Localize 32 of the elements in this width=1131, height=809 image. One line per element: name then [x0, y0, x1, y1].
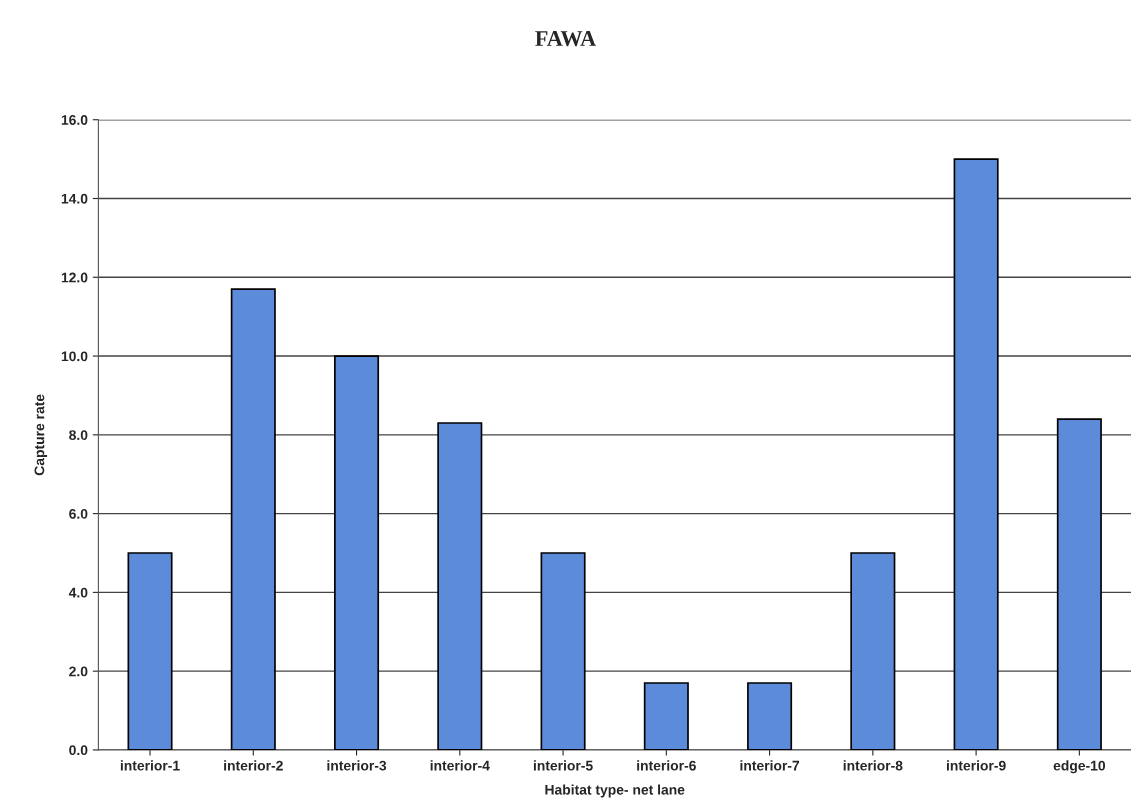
x-tick-label: interior-3	[327, 760, 387, 771]
x-tick-label: edge-10	[1053, 760, 1106, 774]
bar	[127, 552, 173, 750]
bar	[643, 682, 689, 750]
bar	[953, 158, 999, 750]
y-tick-label: 10.0	[61, 351, 88, 362]
x-tick-label: interior-1	[120, 760, 180, 771]
x-tick-label: interior-8	[843, 760, 903, 771]
chart-title: FAWA	[535, 31, 596, 47]
y-axis-title: Capture rate	[34, 394, 48, 476]
y-tick-label: 0.0	[69, 745, 88, 756]
bar	[230, 288, 276, 750]
y-tick-label: 2.0	[69, 666, 88, 677]
x-tick-label: interior-5	[533, 760, 593, 771]
y-tick-label: 4.0	[68, 587, 88, 598]
x-tick-label: interior-7	[740, 760, 800, 771]
y-tick-label: 8.0	[69, 430, 88, 441]
y-tick-label: 6.0	[69, 508, 88, 519]
y-tick-label: 14.0	[61, 193, 88, 204]
x-tick-label: interior-9	[946, 760, 1006, 771]
bar	[540, 552, 586, 750]
bar	[747, 682, 793, 750]
x-tick-label: interior-4	[430, 760, 490, 771]
x-axis-title: Habitat type- net lane	[545, 784, 685, 798]
x-tick-label: interior-2	[224, 760, 283, 771]
bar	[437, 422, 483, 750]
x-tick-label: interior-6	[637, 760, 696, 771]
bar	[850, 552, 896, 750]
y-tick-label: 12.0	[61, 272, 88, 283]
bar	[1056, 418, 1102, 750]
bar	[334, 355, 380, 750]
y-tick-label: 16.0	[61, 115, 88, 125]
